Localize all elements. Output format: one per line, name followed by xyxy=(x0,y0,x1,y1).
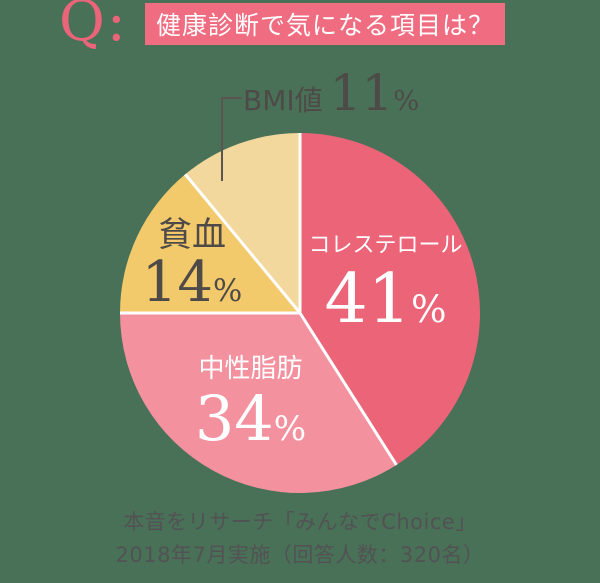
source-note-line1: 本音をリサーチ「みんなでChoice」 xyxy=(123,510,477,534)
percent-sign: % xyxy=(273,409,307,449)
pie-slice-3 xyxy=(185,133,300,313)
source-note: 本音をリサーチ「みんなでChoice」 2018年7月実施（回答人数：320名） xyxy=(0,506,600,572)
question-title-box: 健康診断で気になる項目は？ xyxy=(145,3,505,45)
pie-divider xyxy=(298,312,398,466)
bmi-leader-line-vertical xyxy=(221,97,223,181)
question-mark-label: Q: xyxy=(59,0,128,54)
label-neutral-fat: 中性脂肪 34% xyxy=(163,353,338,451)
label-bmi-name: BMI値 xyxy=(243,84,323,117)
label-bmi-value: 11% xyxy=(329,64,420,122)
label-neutral-fat-value: 34% xyxy=(194,382,307,455)
pie-divider xyxy=(184,173,302,314)
percent-sign: % xyxy=(213,273,243,309)
label-cholesterol-name: コレステロール xyxy=(308,233,463,258)
percent-sign: % xyxy=(393,85,420,117)
question-title: 健康診断で気になる項目は？ xyxy=(155,11,494,40)
label-anemia-value: 14% xyxy=(141,250,243,315)
label-anemia: 貧血 14% xyxy=(132,216,252,312)
percent-sign: % xyxy=(411,287,447,331)
label-bmi: BMI値 11% xyxy=(243,64,419,122)
source-note-line2: 2018年7月実施（回答人数：320名） xyxy=(115,543,485,567)
label-anemia-name: 貧血 xyxy=(158,215,226,255)
pie-slice-2 xyxy=(119,174,300,313)
label-neutral-fat-name: 中性脂肪 xyxy=(198,354,303,384)
label-cholesterol-value: 41% xyxy=(324,260,447,339)
pie-svg xyxy=(119,133,481,494)
pie-chart xyxy=(117,130,483,496)
label-cholesterol: コレステロール 41% xyxy=(298,231,473,336)
bmi-leader-line-horizontal xyxy=(221,97,242,99)
